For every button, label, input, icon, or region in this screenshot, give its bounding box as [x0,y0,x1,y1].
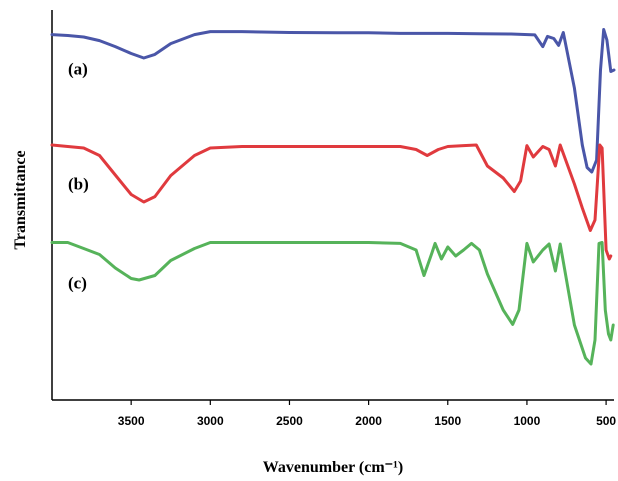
series-group [50,28,616,366]
series-line-2 [50,143,613,261]
x-axis-title: Wavenumber (cm⁻¹) [263,459,403,476]
series-label-2: (b) [68,175,89,194]
x-tick-label: 3500 [118,414,145,428]
series-label-3: (c) [68,274,87,293]
x-tick-label: 1500 [434,414,461,428]
series-line-3 [50,241,615,366]
series-line-1 [50,28,616,174]
x-tick-label: 2000 [355,414,382,428]
axes [51,10,614,401]
x-tick-label: 3000 [197,414,224,428]
y-axis-title: Transmittance [12,150,29,249]
x-tick-label: 2500 [276,414,303,428]
x-ticks: 3500 3000 2500 2000 1500 1000 500 [118,400,616,428]
series-label-1: (a) [68,60,88,79]
x-tick-label: 1000 [514,414,541,428]
x-tick-label: 500 [596,414,616,428]
series-labels: (a) (b) (c) [68,60,89,293]
